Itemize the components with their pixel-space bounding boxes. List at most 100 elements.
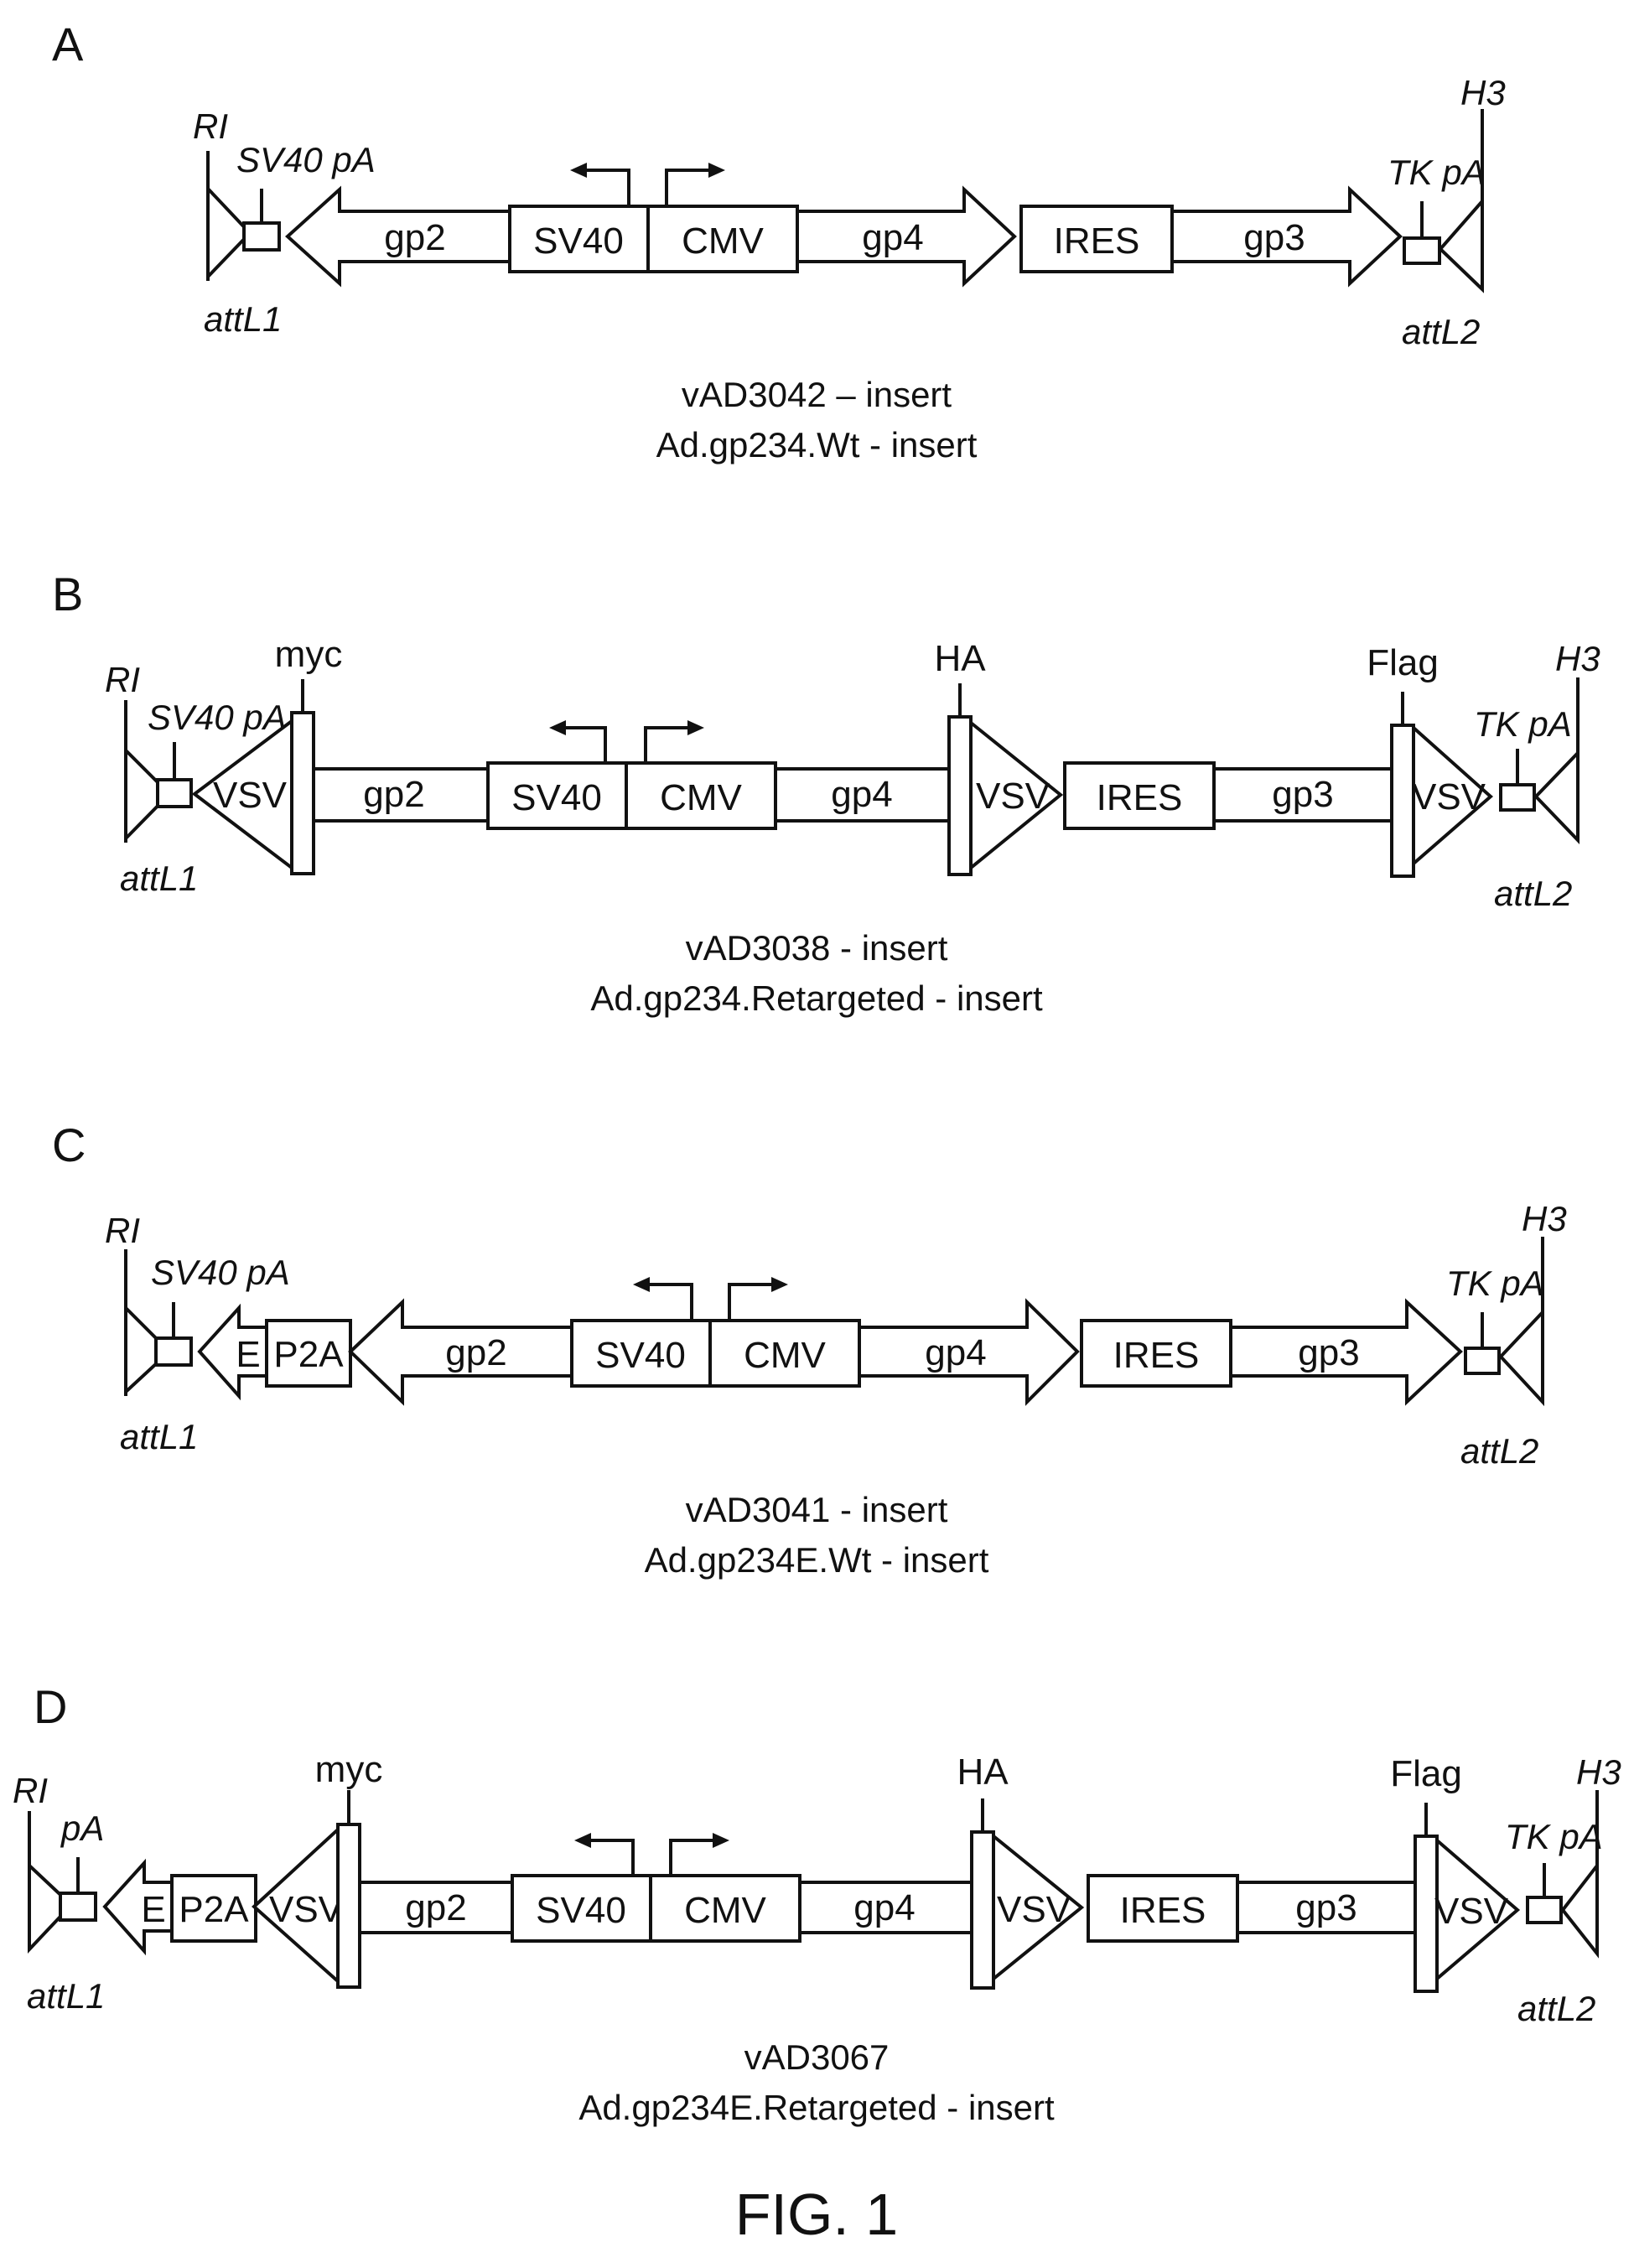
attl2-triangle (1536, 753, 1578, 840)
ecori-site-label: RI (105, 660, 140, 699)
myc-tag-bar (292, 713, 314, 874)
sv40-direction-arrowhead (574, 1833, 591, 1848)
panel-d: D RI pA attL1 E P2A VSV myc gp2 SV40 CMV (13, 1680, 1621, 2127)
panel-d-letter: D (34, 1680, 67, 1733)
panel-c: C RI SV40 pA attL1 E P2A gp2 SV40 CMV gp… (52, 1118, 1567, 1580)
panel-b: B RI SV40 pA attL1 VSV myc gp2 SV40 CMV … (52, 568, 1600, 1018)
panel-c-letter: C (52, 1118, 86, 1171)
ires-label: IRES (1120, 1890, 1206, 1931)
panel-b-caption-name: Ad.gp234.Retargeted - insert (590, 978, 1043, 1018)
attl2-triangle (1440, 201, 1482, 289)
flag-tag-bar (1392, 725, 1414, 876)
sv40-pa-box (244, 223, 279, 250)
ecori-site-label: RI (193, 106, 228, 146)
ha-tag-label: HA (934, 638, 986, 679)
panel-a: A RI SV40 pA attL1 gp2 SV40 CMV gp4 IRES… (52, 18, 1506, 464)
panel-a-letter: A (52, 18, 84, 70)
gp3-label: gp3 (1272, 774, 1333, 815)
attl1-label: attL1 (120, 1417, 198, 1456)
hindiii-site-label: H3 (1555, 639, 1600, 678)
hindiii-site-label: H3 (1576, 1752, 1621, 1792)
figure-caption: FIG. 1 (735, 2182, 898, 2247)
tk-pa-label: TK pA (1388, 153, 1486, 192)
ha-tag-bar (949, 717, 971, 875)
panel-c-caption-name: Ad.gp234E.Wt - insert (645, 1540, 989, 1580)
gp2-label: gp2 (405, 1887, 466, 1928)
cmv-direction-arrowhead (708, 163, 725, 178)
ires-label: IRES (1097, 777, 1183, 818)
gp4-label: gp4 (853, 1887, 915, 1928)
sv40-label: SV40 (536, 1890, 626, 1931)
tk-pa-label: TK pA (1446, 1264, 1544, 1303)
cmv-label: CMV (684, 1890, 766, 1931)
sv40-pa-label: SV40 pA (151, 1253, 290, 1292)
flag-tag-label: Flag (1390, 1753, 1462, 1794)
gp3-label: gp3 (1295, 1887, 1356, 1928)
sv40-pa-label: SV40 pA (236, 140, 376, 179)
hindiii-site-label: H3 (1460, 73, 1506, 112)
ha-tag-bar (972, 1832, 993, 1988)
myc-tag-label: myc (315, 1749, 383, 1790)
sv40-pa-label: SV40 pA (148, 698, 287, 737)
myc-tag-label: myc (275, 634, 343, 675)
sv40-label: SV40 (511, 777, 602, 818)
myc-tag-bar (338, 1824, 360, 1987)
attl2-triangle (1501, 1312, 1543, 1402)
sv40-direction-arrowhead (570, 163, 587, 178)
ha-tag-label: HA (957, 1752, 1009, 1793)
cmv-label: CMV (660, 777, 742, 818)
vsv-tag-left-label: VSV (269, 1889, 344, 1930)
gp4-label: gp4 (862, 217, 923, 258)
attl2-label: attL2 (1460, 1431, 1538, 1471)
tk-pa-box (1404, 238, 1439, 263)
pa-label: pA (60, 1809, 104, 1848)
p2a-label: P2A (179, 1889, 249, 1930)
panel-a-caption-name: Ad.gp234.Wt - insert (656, 425, 978, 464)
pa-box (60, 1893, 96, 1920)
tk-pa-label: TK pA (1505, 1817, 1603, 1856)
e-segment-label: E (236, 1334, 260, 1375)
attl1-label: attL1 (120, 859, 198, 898)
vsv-tag-middle-label: VSV (997, 1889, 1071, 1930)
panel-b-caption-construct: vAD3038 - insert (686, 928, 948, 968)
sv40-pa-box (158, 780, 191, 807)
ecori-site-label: RI (105, 1211, 140, 1250)
sv40-label: SV40 (595, 1335, 686, 1376)
cmv-label: CMV (682, 221, 764, 262)
hindiii-site-label: H3 (1522, 1199, 1567, 1238)
gp2-label: gp2 (445, 1332, 506, 1373)
sv40-direction-arrowhead (633, 1277, 650, 1292)
gp3-label: gp3 (1243, 217, 1305, 258)
ecori-site-label: RI (13, 1771, 48, 1810)
tk-pa-label: TK pA (1474, 704, 1572, 744)
ires-label: IRES (1054, 221, 1140, 262)
ires-label: IRES (1113, 1335, 1200, 1376)
gp2-label: gp2 (363, 774, 424, 815)
flag-tag-label: Flag (1367, 642, 1439, 683)
attl2-label: attL2 (1402, 312, 1480, 351)
cmv-label: CMV (744, 1335, 826, 1376)
vsv-tag-right-label: VSV (1434, 1891, 1509, 1932)
sv40-label: SV40 (533, 221, 624, 262)
tk-pa-box (1465, 1348, 1499, 1373)
tk-pa-box (1501, 785, 1534, 810)
cmv-direction-arrowhead (713, 1833, 729, 1848)
attl2-label: attL2 (1517, 1989, 1595, 2028)
p2a-label: P2A (273, 1334, 344, 1375)
gp3-label: gp3 (1298, 1332, 1359, 1373)
attl1-label: attL1 (204, 299, 282, 339)
tk-pa-box (1528, 1897, 1561, 1923)
panel-b-letter: B (52, 568, 83, 620)
panel-a-caption-construct: vAD3042 – insert (682, 375, 952, 414)
panel-c-caption-construct: vAD3041 - insert (686, 1490, 948, 1529)
gp4-label: gp4 (925, 1332, 986, 1373)
attl2-label: attL2 (1494, 874, 1572, 913)
attl1-label: attL1 (27, 1976, 105, 2016)
panel-d-caption-construct: vAD3067 (744, 2037, 890, 2077)
gp2-label: gp2 (384, 217, 445, 258)
sv40-direction-arrowhead (549, 720, 566, 735)
panel-d-caption-name: Ad.gp234E.Retargeted - insert (578, 2088, 1055, 2127)
sv40-pa-box (156, 1338, 191, 1365)
vsv-tag-middle-label: VSV (976, 776, 1050, 817)
